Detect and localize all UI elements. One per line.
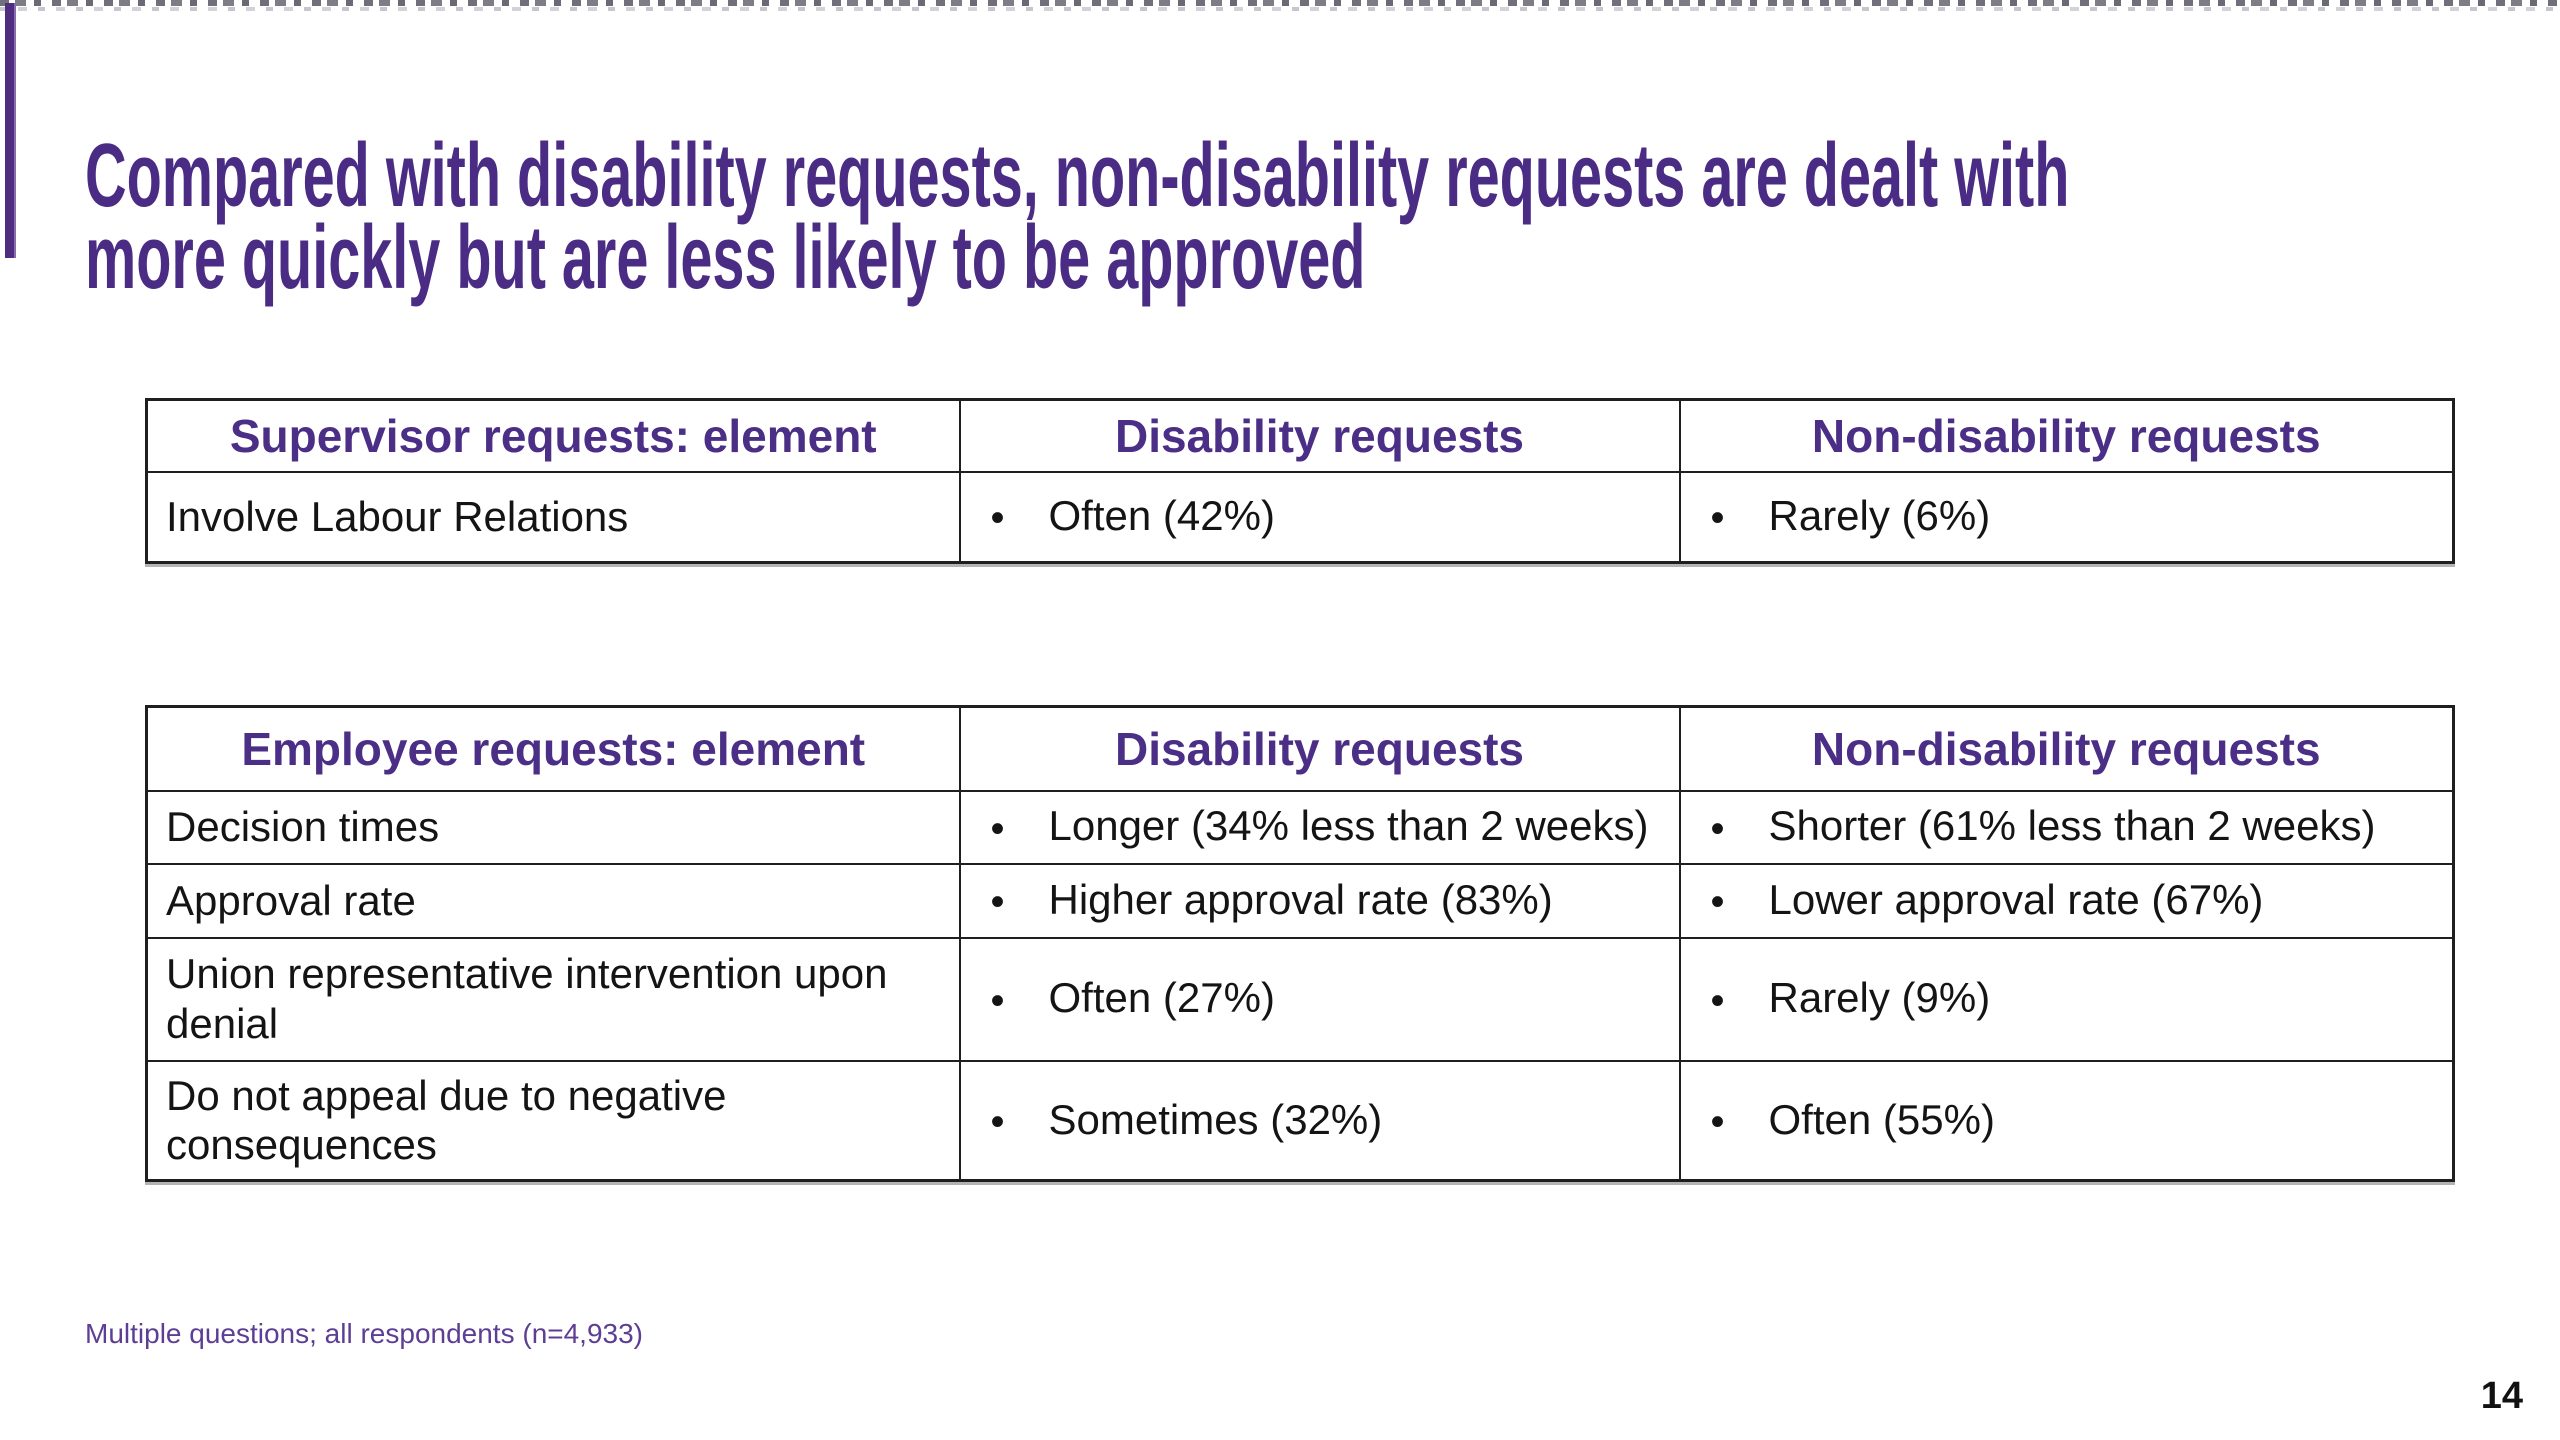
column-header-non-disability: Non-disability requests <box>1678 705 2455 792</box>
cell-text: Often (42%) <box>1048 492 1275 540</box>
table-row: Union representative intervention upon d… <box>145 936 2455 1062</box>
cell-text: Higher approval rate (83%) <box>1048 875 1553 923</box>
table-header-row: Employee requests: element Disability re… <box>145 705 2455 792</box>
cell-non-disability-value: • Often (55%) <box>1678 1059 2455 1182</box>
cell-disability-value: • Often (42%) <box>958 470 1681 564</box>
table-row: Do not appeal due to negative consequenc… <box>145 1059 2455 1182</box>
top-edge-pattern <box>0 0 2560 11</box>
cell-disability-value: • Sometimes (32%) <box>958 1059 1681 1182</box>
column-header-employee-element: Employee requests: element <box>145 705 961 792</box>
slide-title-line-2: more quickly but are less likely to be a… <box>85 208 1366 308</box>
cell-text: Longer (34% less than 2 weeks) <box>1048 802 1649 850</box>
footnote: Multiple questions; all respondents (n=4… <box>85 1318 644 1349</box>
column-header-disability: Disability requests <box>958 398 1681 473</box>
table-header-row: Supervisor requests: element Disability … <box>145 398 2455 473</box>
cell-disability-value: • Higher approval rate (83%) <box>958 862 1681 939</box>
bullet-icon: • <box>1710 1099 1725 1144</box>
bullet-icon: • <box>1710 496 1725 541</box>
column-header-supervisor-element: Supervisor requests: element <box>145 398 961 473</box>
cell-disability-value: • Often (27%) <box>958 936 1681 1062</box>
bullet-icon: • <box>990 880 1005 925</box>
accent-bar <box>5 3 16 258</box>
supervisor-requests-table: Supervisor requests: element Disability … <box>145 398 2455 564</box>
cell-element: Do not appeal due to negative consequenc… <box>145 1059 961 1182</box>
bullet-icon: • <box>1710 978 1725 1023</box>
cell-element: Approval rate <box>145 862 961 939</box>
bullet-icon: • <box>990 806 1005 851</box>
slide-title-line-1: Compared with disability requests, non-d… <box>85 126 2070 226</box>
cell-text: Rarely (9%) <box>1768 974 1991 1022</box>
column-header-disability: Disability requests <box>958 705 1681 792</box>
bullet-icon: • <box>1710 806 1725 851</box>
bullet-icon: • <box>1710 880 1725 925</box>
cell-element: Involve Labour Relations <box>145 470 961 564</box>
cell-non-disability-value: • Rarely (9%) <box>1678 936 2455 1062</box>
table-row: Involve Labour Relations • Often (42%) • R… <box>145 470 2455 564</box>
page-number: 14 <box>2480 1375 2523 1417</box>
cell-element: Union representative intervention upon d… <box>145 936 961 1062</box>
table-row: Decision times • Longer (34% less than 2 … <box>145 789 2455 865</box>
cell-text: Often (55%) <box>1768 1095 1995 1143</box>
bullet-icon: • <box>990 978 1005 1023</box>
table-row: Approval rate • Higher approval rate (83%… <box>145 862 2455 939</box>
bullet-icon: • <box>990 1099 1005 1144</box>
cell-non-disability-value: • Rarely (6%) <box>1678 470 2455 564</box>
cell-disability-value: • Longer (34% less than 2 weeks) <box>958 789 1681 865</box>
cell-non-disability-value: • Shorter (61% less than 2 weeks) <box>1678 789 2455 865</box>
slide-title: Compared with disability requests, non-d… <box>85 126 2070 308</box>
cell-non-disability-value: • Lower approval rate (67%) <box>1678 862 2455 939</box>
bullet-icon: • <box>990 496 1005 541</box>
employee-requests-table: Employee requests: element Disability re… <box>145 705 2455 1182</box>
cell-text: Often (27%) <box>1048 974 1275 1022</box>
cell-element: Decision times <box>145 789 961 865</box>
cell-text: Rarely (6%) <box>1768 492 1991 540</box>
cell-text: Shorter (61% less than 2 weeks) <box>1768 802 2376 850</box>
cell-text: Lower approval rate (67%) <box>1768 875 2264 923</box>
cell-text: Sometimes (32%) <box>1048 1095 1383 1143</box>
column-header-non-disability: Non-disability requests <box>1678 398 2455 473</box>
